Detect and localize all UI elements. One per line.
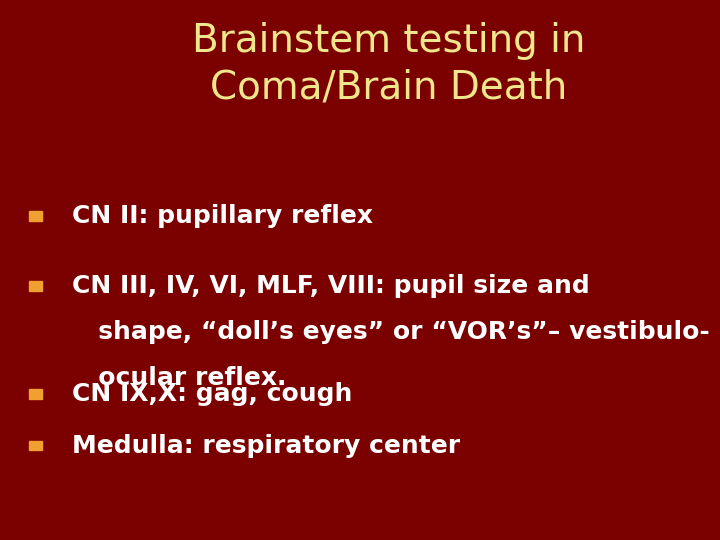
Text: Medulla: respiratory center: Medulla: respiratory center	[72, 434, 460, 457]
Bar	[29, 441, 42, 450]
Text: CN II: pupillary reflex: CN II: pupillary reflex	[72, 204, 373, 228]
Text: Brainstem testing in
Coma/Brain Death: Brainstem testing in Coma/Brain Death	[192, 22, 585, 106]
Text: ocular reflex.: ocular reflex.	[72, 366, 287, 390]
Text: CN III, IV, VI, MLF, VIII: pupil size and: CN III, IV, VI, MLF, VIII: pupil size an…	[72, 274, 590, 298]
Text: CN IX,X: gag, cough: CN IX,X: gag, cough	[72, 382, 352, 406]
Bar	[29, 281, 42, 291]
Bar	[29, 389, 42, 399]
Bar	[29, 211, 42, 221]
Text: shape, “doll’s eyes” or “VOR’s”– vestibulo-: shape, “doll’s eyes” or “VOR’s”– vestibu…	[72, 320, 710, 344]
